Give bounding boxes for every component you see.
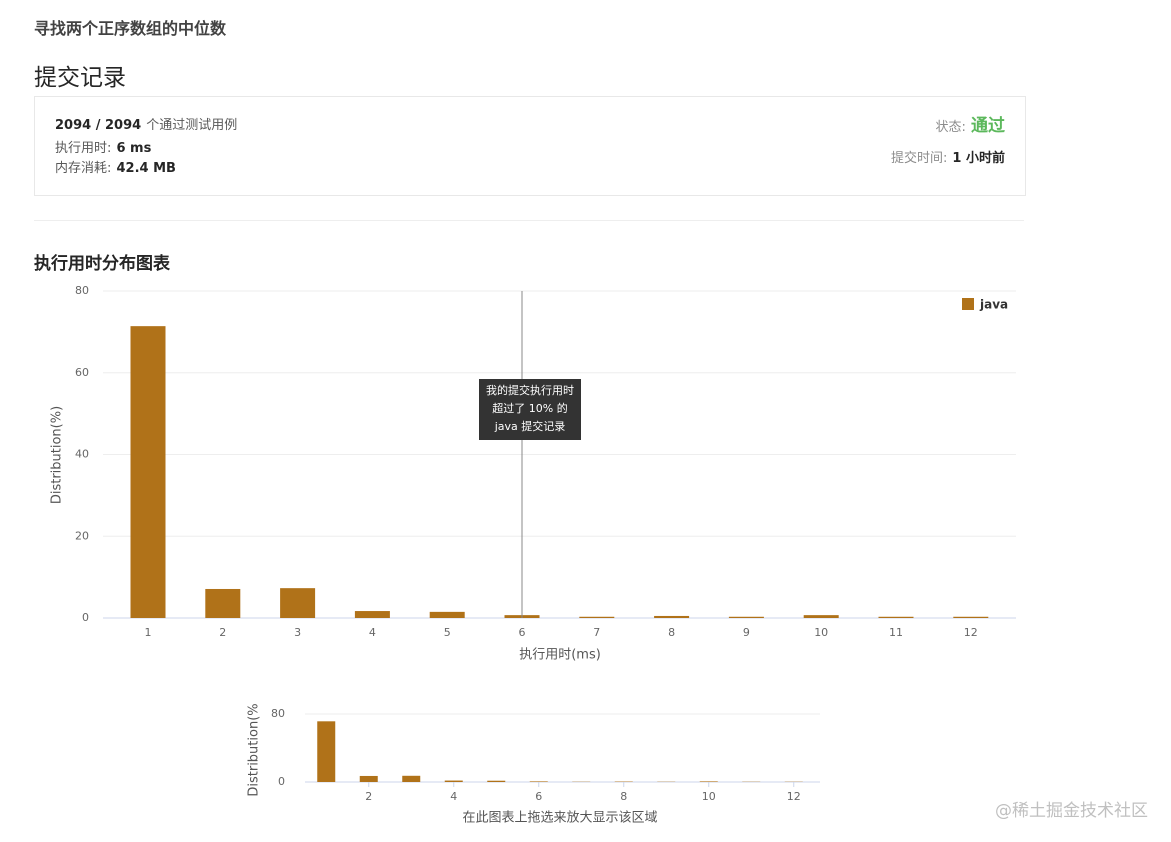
y-tick-label: 80 — [75, 284, 89, 297]
y-tick-label: 0 — [82, 611, 89, 624]
status-value[interactable]: 通过 — [971, 116, 1005, 136]
annotation-text: java 提交记录 — [494, 419, 566, 433]
bar — [654, 615, 690, 618]
bar — [354, 611, 390, 618]
navigator-bar — [317, 721, 336, 782]
status-label: 状态: — [935, 120, 966, 135]
bar — [953, 616, 989, 618]
navigator-bar — [529, 781, 548, 782]
x-tick-label: 12 — [787, 790, 801, 803]
bar — [878, 616, 914, 618]
annotation-box — [479, 379, 581, 440]
passed-row: 2094 / 2094 个通过测试用例 — [55, 114, 237, 133]
bar — [429, 611, 465, 618]
y-tick-label: 60 — [75, 366, 89, 379]
watermark: @稀土掘金技术社区 — [995, 801, 1148, 821]
annotation-text: 超过了 10% 的 — [492, 401, 567, 415]
navigator-bar — [359, 775, 378, 782]
x-tick-label: 10 — [702, 790, 716, 803]
y-tick-label: 40 — [75, 448, 89, 461]
time-value: 1 小时前 — [952, 151, 1005, 166]
annotation-text: 我的提交执行用时 — [486, 383, 574, 397]
runtime-value: 6 ms — [116, 141, 152, 156]
y-axis-label: Distribution(%) — [50, 406, 65, 504]
navigator-bar — [487, 780, 506, 782]
bar — [205, 588, 241, 618]
x-tick-label: 7 — [593, 626, 600, 639]
divider — [34, 220, 1024, 221]
x-tick-label: 9 — [743, 626, 750, 639]
x-tick-label: 1 — [145, 626, 152, 639]
x-tick-label: 3 — [294, 626, 301, 639]
passed-count: 2094 / 2094 — [55, 118, 142, 133]
y-axis-label: Distribution(% — [247, 703, 262, 796]
bar — [130, 326, 166, 618]
runtime-row: 执行用时: 6 ms — [55, 137, 151, 156]
memory-row: 内存消耗: 42.4 MB — [55, 157, 176, 176]
legend-swatch — [962, 298, 974, 310]
status-row: 状态: 通过 — [936, 111, 1005, 136]
x-tick-label: 2 — [365, 790, 372, 803]
x-tick-label: 6 — [519, 626, 526, 639]
x-tick-label: 4 — [369, 626, 376, 639]
bar — [728, 616, 764, 618]
x-tick-label: 12 — [964, 626, 978, 639]
memory-value: 42.4 MB — [116, 161, 176, 176]
y-tick-label: 20 — [75, 529, 89, 542]
bar — [803, 615, 839, 618]
x-tick-label: 8 — [668, 626, 675, 639]
navigator-bar — [444, 780, 463, 782]
y-tick-label: 80 — [271, 707, 285, 720]
time-row: 提交时间: 1 小时前 — [891, 147, 1005, 166]
bar — [579, 616, 615, 618]
x-axis-label: 执行用时(ms) — [519, 648, 601, 663]
x-tick-label: 6 — [535, 790, 542, 803]
time-label: 提交时间: — [890, 151, 948, 166]
x-tick-label: 8 — [620, 790, 627, 803]
summary-box — [34, 96, 1026, 196]
page-title: 提交记录 — [34, 65, 126, 91]
memory-label: 内存消耗: — [55, 161, 112, 176]
navigator-bar — [699, 781, 718, 782]
bar — [280, 588, 316, 618]
x-tick-label: 11 — [889, 626, 903, 639]
x-tick-label: 5 — [444, 626, 451, 639]
legend-label: java — [979, 298, 1008, 312]
x-tick-label: 10 — [814, 626, 828, 639]
section-title: 执行用时分布图表 — [34, 254, 170, 274]
x-tick-label: 4 — [450, 790, 457, 803]
y-tick-label: 0 — [278, 775, 285, 788]
x-axis-label: 在此图表上拖选来放大显示该区域 — [462, 811, 657, 826]
navigator-bar — [402, 775, 421, 782]
problem-title[interactable]: 寻找两个正序数组的中位数 — [34, 19, 227, 38]
runtime-label: 执行用时: — [55, 141, 112, 156]
x-tick-label: 2 — [219, 626, 226, 639]
passed-suffix: 个通过测试用例 — [146, 118, 238, 133]
